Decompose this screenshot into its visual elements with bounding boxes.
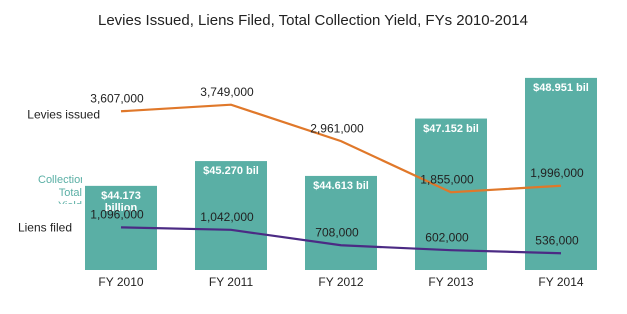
line-value-label: 536,000 bbox=[535, 233, 579, 247]
line-value-label: 3,607,000 bbox=[90, 91, 144, 105]
bar bbox=[195, 161, 267, 270]
bar-value-label-box: $44.173 billion bbox=[101, 189, 141, 214]
line-value-label: 1,096,000 bbox=[90, 208, 144, 222]
line bbox=[120, 103, 562, 194]
line-value-label: 2,961,000 bbox=[310, 121, 364, 135]
chart-title: Levies Issued, Liens Filed, Total Collec… bbox=[98, 12, 528, 29]
line-value-label: 602,000 bbox=[425, 230, 469, 244]
line-value-label: 708,000 bbox=[315, 225, 359, 239]
bar bbox=[525, 77, 597, 270]
line-value-label: 1,996,000 bbox=[530, 166, 584, 180]
bar-value-label: $48.951 bil bbox=[533, 81, 589, 94]
bar-value-label: $45.270 bil bbox=[203, 165, 259, 178]
line-value-label: 1,855,000 bbox=[420, 172, 474, 186]
series-label: Levies issued bbox=[27, 107, 100, 121]
bar-value-label: $44.173 billion bbox=[101, 189, 141, 214]
bar-value-label: $47.152 bil bbox=[423, 122, 479, 135]
series-label-box: Collection Total Yield bbox=[38, 174, 82, 204]
series-label: Liens filed bbox=[18, 221, 72, 235]
x-tick-label: FY 2013 bbox=[428, 275, 473, 289]
bar-value-label-box: $45.270 bil bbox=[203, 165, 259, 178]
line-value-label: 1,042,000 bbox=[200, 210, 254, 224]
x-tick-label: FY 2012 bbox=[318, 275, 363, 289]
bar-value-label-box: $47.152 bil bbox=[423, 122, 479, 135]
series-label: Collection Total Yield bbox=[38, 173, 82, 204]
line-value-label: 3,749,000 bbox=[200, 85, 254, 99]
x-tick-label: FY 2010 bbox=[98, 275, 143, 289]
line bbox=[120, 226, 562, 255]
bar-value-label-box: $44.613 bil bbox=[313, 179, 369, 192]
x-tick-label: FY 2014 bbox=[538, 275, 583, 289]
x-tick-label: FY 2011 bbox=[209, 275, 254, 289]
bar bbox=[415, 118, 487, 270]
bar-value-label-box: $48.951 bil bbox=[533, 81, 589, 94]
bar bbox=[305, 175, 377, 270]
bar-value-label: $44.613 bil bbox=[313, 179, 369, 192]
